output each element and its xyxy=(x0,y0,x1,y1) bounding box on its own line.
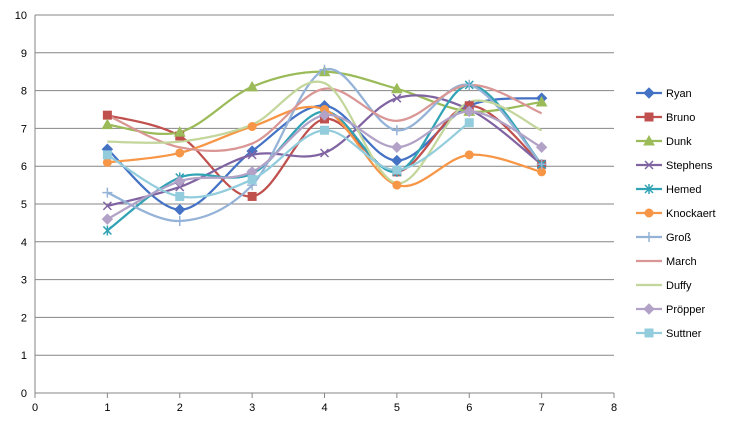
data-point-gro--5 xyxy=(391,125,402,136)
data-point-dunk-3 xyxy=(246,80,258,92)
legend-marker-bruno xyxy=(644,112,654,122)
data-point-stephens-5 xyxy=(392,93,402,103)
legend-label: Stephens xyxy=(666,160,713,172)
y-tick-label: 1 xyxy=(21,350,27,362)
data-point-stephens-4 xyxy=(319,148,330,158)
data-point-dunk-5 xyxy=(391,82,403,94)
legend-item-bruno: Bruno xyxy=(636,112,695,124)
x-tick-label: 4 xyxy=(321,402,327,414)
data-point-knockaert-6 xyxy=(464,150,474,160)
legend-item-knockaert: Knockaert xyxy=(636,208,716,220)
y-tick-label: 0 xyxy=(21,388,27,400)
legend-marker-dunk xyxy=(643,134,655,146)
legend-item-dunk: Dunk xyxy=(636,134,692,148)
legend-marker-stephens xyxy=(644,160,654,170)
legend-label: Duffy xyxy=(666,280,692,292)
x-tick-label: 2 xyxy=(177,402,183,414)
legend-item-pr-pper: Pröpper xyxy=(636,303,705,316)
data-point-gro--7 xyxy=(536,159,547,170)
y-tick-label: 8 xyxy=(21,86,27,98)
series-markers xyxy=(101,64,548,236)
legend-label: Ryan xyxy=(666,88,692,100)
data-point-gro--6 xyxy=(464,79,475,90)
legend-label: March xyxy=(666,256,697,268)
data-point-stephens-3 xyxy=(247,150,257,160)
legend-marker-ryan xyxy=(643,87,655,99)
x-tick-label: 7 xyxy=(539,402,545,414)
data-point-knockaert-5 xyxy=(392,180,402,190)
data-point-pr-pper-4 xyxy=(318,109,331,121)
data-point-stephens-1 xyxy=(102,201,112,211)
data-point-suttner-2 xyxy=(175,191,185,201)
legend-marker-pr-pper xyxy=(643,303,655,315)
data-point-gro--2 xyxy=(174,216,185,227)
legend-label: Dunk xyxy=(666,136,692,148)
data-point-dunk-1 xyxy=(101,118,114,130)
data-point-pr-pper-7 xyxy=(535,141,548,154)
data-point-suttner-1 xyxy=(102,150,112,160)
y-tick-label: 7 xyxy=(21,123,27,135)
legend-marker-suttner xyxy=(644,328,654,338)
data-point-knockaert-2 xyxy=(175,148,185,158)
legend-marker-hemed xyxy=(644,184,654,194)
axes: 0 1 2 3 4 5 6 7 8 9 10 0 1 2 3 4 5 6 7 8 xyxy=(15,10,617,414)
data-point-hemed-1 xyxy=(102,225,112,236)
y-tick-label: 4 xyxy=(21,237,27,249)
legend-label: Suttner xyxy=(666,328,702,340)
y-tick-label: 9 xyxy=(21,48,27,60)
series-line-suttner xyxy=(106,121,470,199)
series-lines xyxy=(106,67,543,232)
y-tick-label: 3 xyxy=(21,275,27,287)
legend-item-ryan: Ryan xyxy=(636,87,692,100)
legend-label: Groß xyxy=(666,232,691,244)
data-point-ryan-2 xyxy=(174,203,186,216)
data-point-pr-pper-5 xyxy=(391,141,403,154)
x-tick-label: 6 xyxy=(466,402,472,414)
data-point-suttner-5 xyxy=(392,165,402,175)
data-point-knockaert-1 xyxy=(102,157,112,167)
data-point-pr-pper-6 xyxy=(463,105,475,118)
x-tick-label: 0 xyxy=(32,402,38,414)
x-tick-label: 5 xyxy=(394,402,400,414)
legend-label: Pröpper xyxy=(666,304,705,316)
y-tick-label: 5 xyxy=(21,199,27,211)
data-point-suttner-6 xyxy=(464,118,474,128)
legend-marker-gro- xyxy=(644,232,654,242)
data-point-gro--1 xyxy=(102,187,113,198)
legend-marker-knockaert xyxy=(644,208,654,218)
data-point-bruno-1 xyxy=(102,110,112,120)
data-point-pr-pper-1 xyxy=(101,213,114,225)
legend-label: Knockaert xyxy=(666,208,716,220)
data-point-dunk-2 xyxy=(173,126,186,137)
data-point-gro--4 xyxy=(319,64,330,75)
data-point-knockaert-3 xyxy=(247,122,257,132)
legend: Ryan Bruno Dunk Stephens Hemed Knockaert Groß M… xyxy=(636,87,716,340)
y-tick-label: 10 xyxy=(15,10,27,22)
data-point-suttner-4 xyxy=(320,125,329,135)
legend-label: Bruno xyxy=(666,112,695,124)
legend-label: Hemed xyxy=(666,184,701,196)
data-point-ryan-3 xyxy=(246,145,258,157)
legend-item-gro-: Groß xyxy=(636,232,691,244)
data-point-pr-pper-2 xyxy=(174,175,186,188)
legend-item-march: March xyxy=(636,256,697,268)
data-point-dunk-7 xyxy=(535,95,548,107)
x-tick-label: 1 xyxy=(104,402,110,414)
y-tick-label: 2 xyxy=(21,312,27,324)
legend-item-duffy: Duffy xyxy=(636,280,692,292)
data-point-suttner-3 xyxy=(247,174,257,184)
legend-item-suttner: Suttner xyxy=(636,328,702,340)
legend-item-stephens: Stephens xyxy=(636,160,713,172)
y-tick-label: 6 xyxy=(21,161,27,173)
x-tick-label: 3 xyxy=(249,402,255,414)
legend-item-hemed: Hemed xyxy=(636,184,701,196)
data-point-ryan-5 xyxy=(391,154,403,167)
x-tick-label: 8 xyxy=(611,402,617,414)
data-point-bruno-3 xyxy=(247,191,257,201)
